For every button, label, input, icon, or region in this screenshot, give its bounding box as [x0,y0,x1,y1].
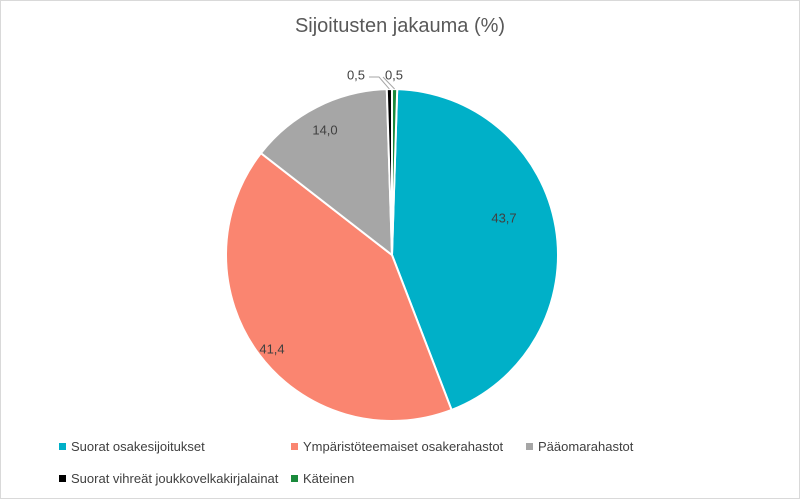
legend-row-2: Suorat vihreät joukkovelkakirjalainat Kä… [1,471,799,489]
legend-label: Ympäristöteemaiset osakerahastot [303,439,504,454]
legend-swatch [526,443,533,450]
data-label-suorat-osakesijoitukset: 43,7 [491,210,516,225]
data-label-suorat-vihreat-joukkovelkakirjalainat: 0,5 [347,67,365,82]
legend-item-kateinen: Käteinen [291,471,354,486]
leader-line-suorat-vihreat [369,76,390,90]
legend-label: Käteinen [303,471,355,486]
legend-label: Pääomarahastot [538,439,634,454]
slice-ymparistoteemaiset-osakerahastot [225,151,453,422]
legend-swatch [59,475,66,482]
legend-item-suorat-osakesijoitukset: Suorat osakesijoitukset [59,439,205,454]
chart-title: Sijoitusten jakauma (%) [294,15,506,37]
data-label-kateinen: 0,5 [385,67,403,82]
legend-swatch [291,475,298,482]
slice-suorat-osakesijoitukset [390,88,559,412]
data-label-ymparistoteemaiset-osakerahastot: 41,4 [259,341,284,356]
legend-label: Suorat vihreät joukkovelkakirjalainat [71,471,279,486]
leader-line-kateinen [382,76,395,90]
legend-swatch [59,443,66,450]
data-label-paaomarahastot: 14,0 [312,122,337,137]
legend-item-ymparistoteemaiset-osakerahastot: Ympäristöteemaiset osakerahastot [291,439,503,454]
slice-paaomarahastot [259,88,394,258]
legend-label: Suorat osakesijoitukset [71,439,205,454]
legend-item-paaomarahastot: Pääomarahastot [526,439,633,454]
legend-row-1: Suorat osakesijoitukset Ympäristöteemais… [1,439,799,457]
slice-kateinen [391,87,399,256]
legend-item-suorat-vihreat-joukkovelkakirjalainat: Suorat vihreät joukkovelkakirjalainat [59,471,278,486]
legend-swatch [291,443,298,450]
